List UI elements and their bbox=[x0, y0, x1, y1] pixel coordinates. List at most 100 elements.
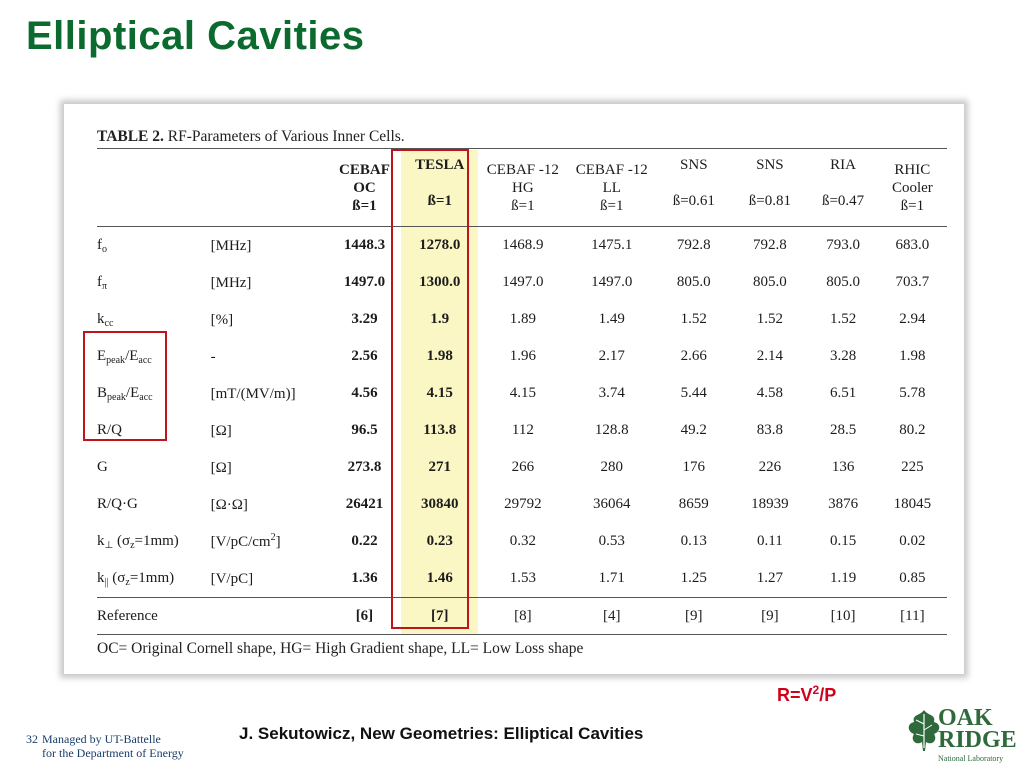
unit-cell: [MHz] bbox=[210, 275, 252, 291]
header-empty-param bbox=[97, 150, 211, 227]
reference-cell: [9] bbox=[656, 597, 732, 635]
column-header: RHIC Cooler ß=1 bbox=[891, 162, 933, 214]
table-caption-label: TABLE 2. bbox=[97, 128, 164, 145]
value-cell: 2.66 bbox=[680, 348, 707, 364]
value-cell: 1.96 bbox=[509, 348, 536, 364]
table-row: fπ [MHz] 1497.0 1300.0 1497.0 1497.0 805.0 805.… bbox=[97, 264, 947, 301]
table-row: k|| (σz=1mm) [V/pC] 1.36 1.46 1.53 1.71 1.25 1.… bbox=[97, 560, 947, 598]
reference-cell: [10] bbox=[808, 597, 878, 635]
table-row: R/Q·G [Ω·Ω] 26421 30840 29792 36064 8659 18939 3… bbox=[97, 486, 947, 523]
unit-cell: [%] bbox=[210, 312, 234, 328]
value-cell: 26421 bbox=[345, 496, 384, 512]
column-header: RIA ß=0.47 bbox=[821, 157, 865, 209]
value-cell: 805.0 bbox=[753, 274, 787, 290]
table-caption-text: RF-Parameters of Various Inner Cells. bbox=[163, 128, 405, 145]
value-cell: 1278.0 bbox=[419, 237, 461, 253]
table-footnote: OC= Original Cornell shape, HG= High Gra… bbox=[97, 640, 584, 657]
value-cell: 805.0 bbox=[826, 274, 860, 290]
value-cell: 5.44 bbox=[680, 385, 707, 401]
parameter-name-cell: kcc bbox=[97, 310, 114, 329]
value-cell: 280 bbox=[600, 459, 624, 475]
unit-cell: [V/pC/cm2] bbox=[210, 532, 281, 550]
reference-cell: [9] bbox=[731, 597, 809, 635]
table-top-rule bbox=[97, 148, 947, 149]
value-cell: 0.22 bbox=[351, 533, 378, 549]
value-cell: 2.14 bbox=[756, 348, 784, 364]
value-cell: 1.98 bbox=[899, 348, 926, 364]
value-cell: 1.49 bbox=[598, 311, 625, 327]
value-cell: 0.15 bbox=[829, 533, 857, 549]
value-cell: 1.27 bbox=[756, 570, 784, 586]
value-cell: 4.56 bbox=[351, 385, 378, 401]
unit-cell: [Ω·Ω] bbox=[210, 497, 248, 513]
value-cell: 1.52 bbox=[680, 311, 707, 327]
value-cell: 4.15 bbox=[426, 385, 453, 401]
value-cell: 96.5 bbox=[351, 422, 378, 438]
value-cell: 1.52 bbox=[756, 311, 784, 327]
formula-text: R=V2/P bbox=[777, 683, 837, 705]
value-cell: 1.46 bbox=[426, 570, 453, 586]
reference-cell: [4] bbox=[567, 597, 657, 635]
highlight-box-tesla bbox=[391, 149, 469, 629]
value-cell: 36064 bbox=[593, 496, 631, 512]
value-cell: 805.0 bbox=[676, 274, 711, 290]
parameter-name-cell: G bbox=[97, 458, 108, 475]
value-cell: 1.19 bbox=[829, 570, 857, 586]
value-cell: 80.2 bbox=[899, 422, 926, 438]
reference-row: Reference [6] [7] [8] [4] [9] [9] [10] [11] bbox=[97, 597, 947, 635]
table-row: k⊥ (σz=1mm) [V/pC/cm2] 0.22 0.23 0.32 0.53 0.1… bbox=[97, 523, 947, 560]
table-image-frame bbox=[64, 104, 964, 674]
parameter-name-cell: fπ bbox=[97, 273, 108, 292]
value-cell: 1.25 bbox=[680, 570, 707, 586]
value-cell: 0.85 bbox=[899, 570, 926, 586]
value-cell: 8659 bbox=[678, 496, 709, 512]
reference-cell: [11] bbox=[877, 597, 947, 635]
value-cell: 1.89 bbox=[509, 311, 536, 327]
table-row: fo [MHz] 1448.3 1278.0 1468.9 1475.1 792.8 792.… bbox=[97, 227, 947, 265]
column-header: TESLA ß=1 bbox=[415, 157, 465, 209]
value-cell: 793.0 bbox=[826, 237, 860, 253]
value-cell: 271 bbox=[428, 459, 452, 475]
unit-cell: - bbox=[210, 349, 216, 365]
value-cell: 0.53 bbox=[598, 533, 625, 549]
value-cell: 83.8 bbox=[756, 422, 784, 438]
unit-cell: [V/pC] bbox=[210, 571, 254, 587]
unit-cell: [MHz] bbox=[210, 238, 252, 254]
value-cell: 0.11 bbox=[757, 533, 783, 549]
value-cell: 1.52 bbox=[829, 311, 857, 327]
value-cell: 176 bbox=[682, 459, 706, 475]
value-cell: 1468.9 bbox=[502, 237, 544, 253]
value-cell: 225 bbox=[901, 459, 924, 475]
parameter-name-cell: fo bbox=[97, 236, 107, 255]
highlight-box-parameters bbox=[83, 331, 167, 441]
value-cell: 18045 bbox=[893, 496, 932, 512]
value-cell: 18939 bbox=[751, 496, 789, 512]
value-cell: 30840 bbox=[421, 496, 459, 512]
parameter-name-cell: R/Q bbox=[97, 421, 123, 438]
value-cell: 3876 bbox=[828, 496, 859, 512]
value-cell: 1497.0 bbox=[502, 274, 544, 290]
value-cell: 226 bbox=[758, 459, 782, 475]
value-cell: 2.56 bbox=[351, 348, 378, 364]
value-cell: 2.17 bbox=[598, 348, 625, 364]
value-cell: 128.8 bbox=[594, 422, 629, 438]
value-cell: 112 bbox=[511, 422, 534, 438]
value-cell: 5.78 bbox=[899, 385, 926, 401]
parameter-name-cell: Bpeak/Eacc bbox=[97, 384, 153, 403]
value-cell: 49.2 bbox=[680, 422, 707, 438]
value-cell: 28.5 bbox=[829, 422, 857, 438]
reference-cell: [8] bbox=[478, 597, 568, 635]
value-cell: 273.8 bbox=[347, 459, 382, 475]
value-cell: 1300.0 bbox=[419, 274, 461, 290]
value-cell: 3.74 bbox=[598, 385, 625, 401]
reference-label: Reference bbox=[97, 597, 328, 635]
value-cell: 1475.1 bbox=[591, 237, 633, 253]
value-cell: 113.8 bbox=[423, 422, 457, 438]
value-cell: 3.29 bbox=[351, 311, 378, 327]
unit-cell: [mT/(MV/m)] bbox=[210, 386, 296, 402]
oak-ridge-logo: OAK RIDGE National Laboratory bbox=[904, 704, 1017, 764]
value-cell: 6.51 bbox=[829, 385, 857, 401]
rf-parameters-table: CEBAF OC ß=1 TESLA ß=1 CEBAF -12 HG ß=1 CEBAF… bbox=[97, 150, 947, 635]
value-cell: 1.53 bbox=[509, 570, 536, 586]
value-cell: 4.58 bbox=[756, 385, 784, 401]
